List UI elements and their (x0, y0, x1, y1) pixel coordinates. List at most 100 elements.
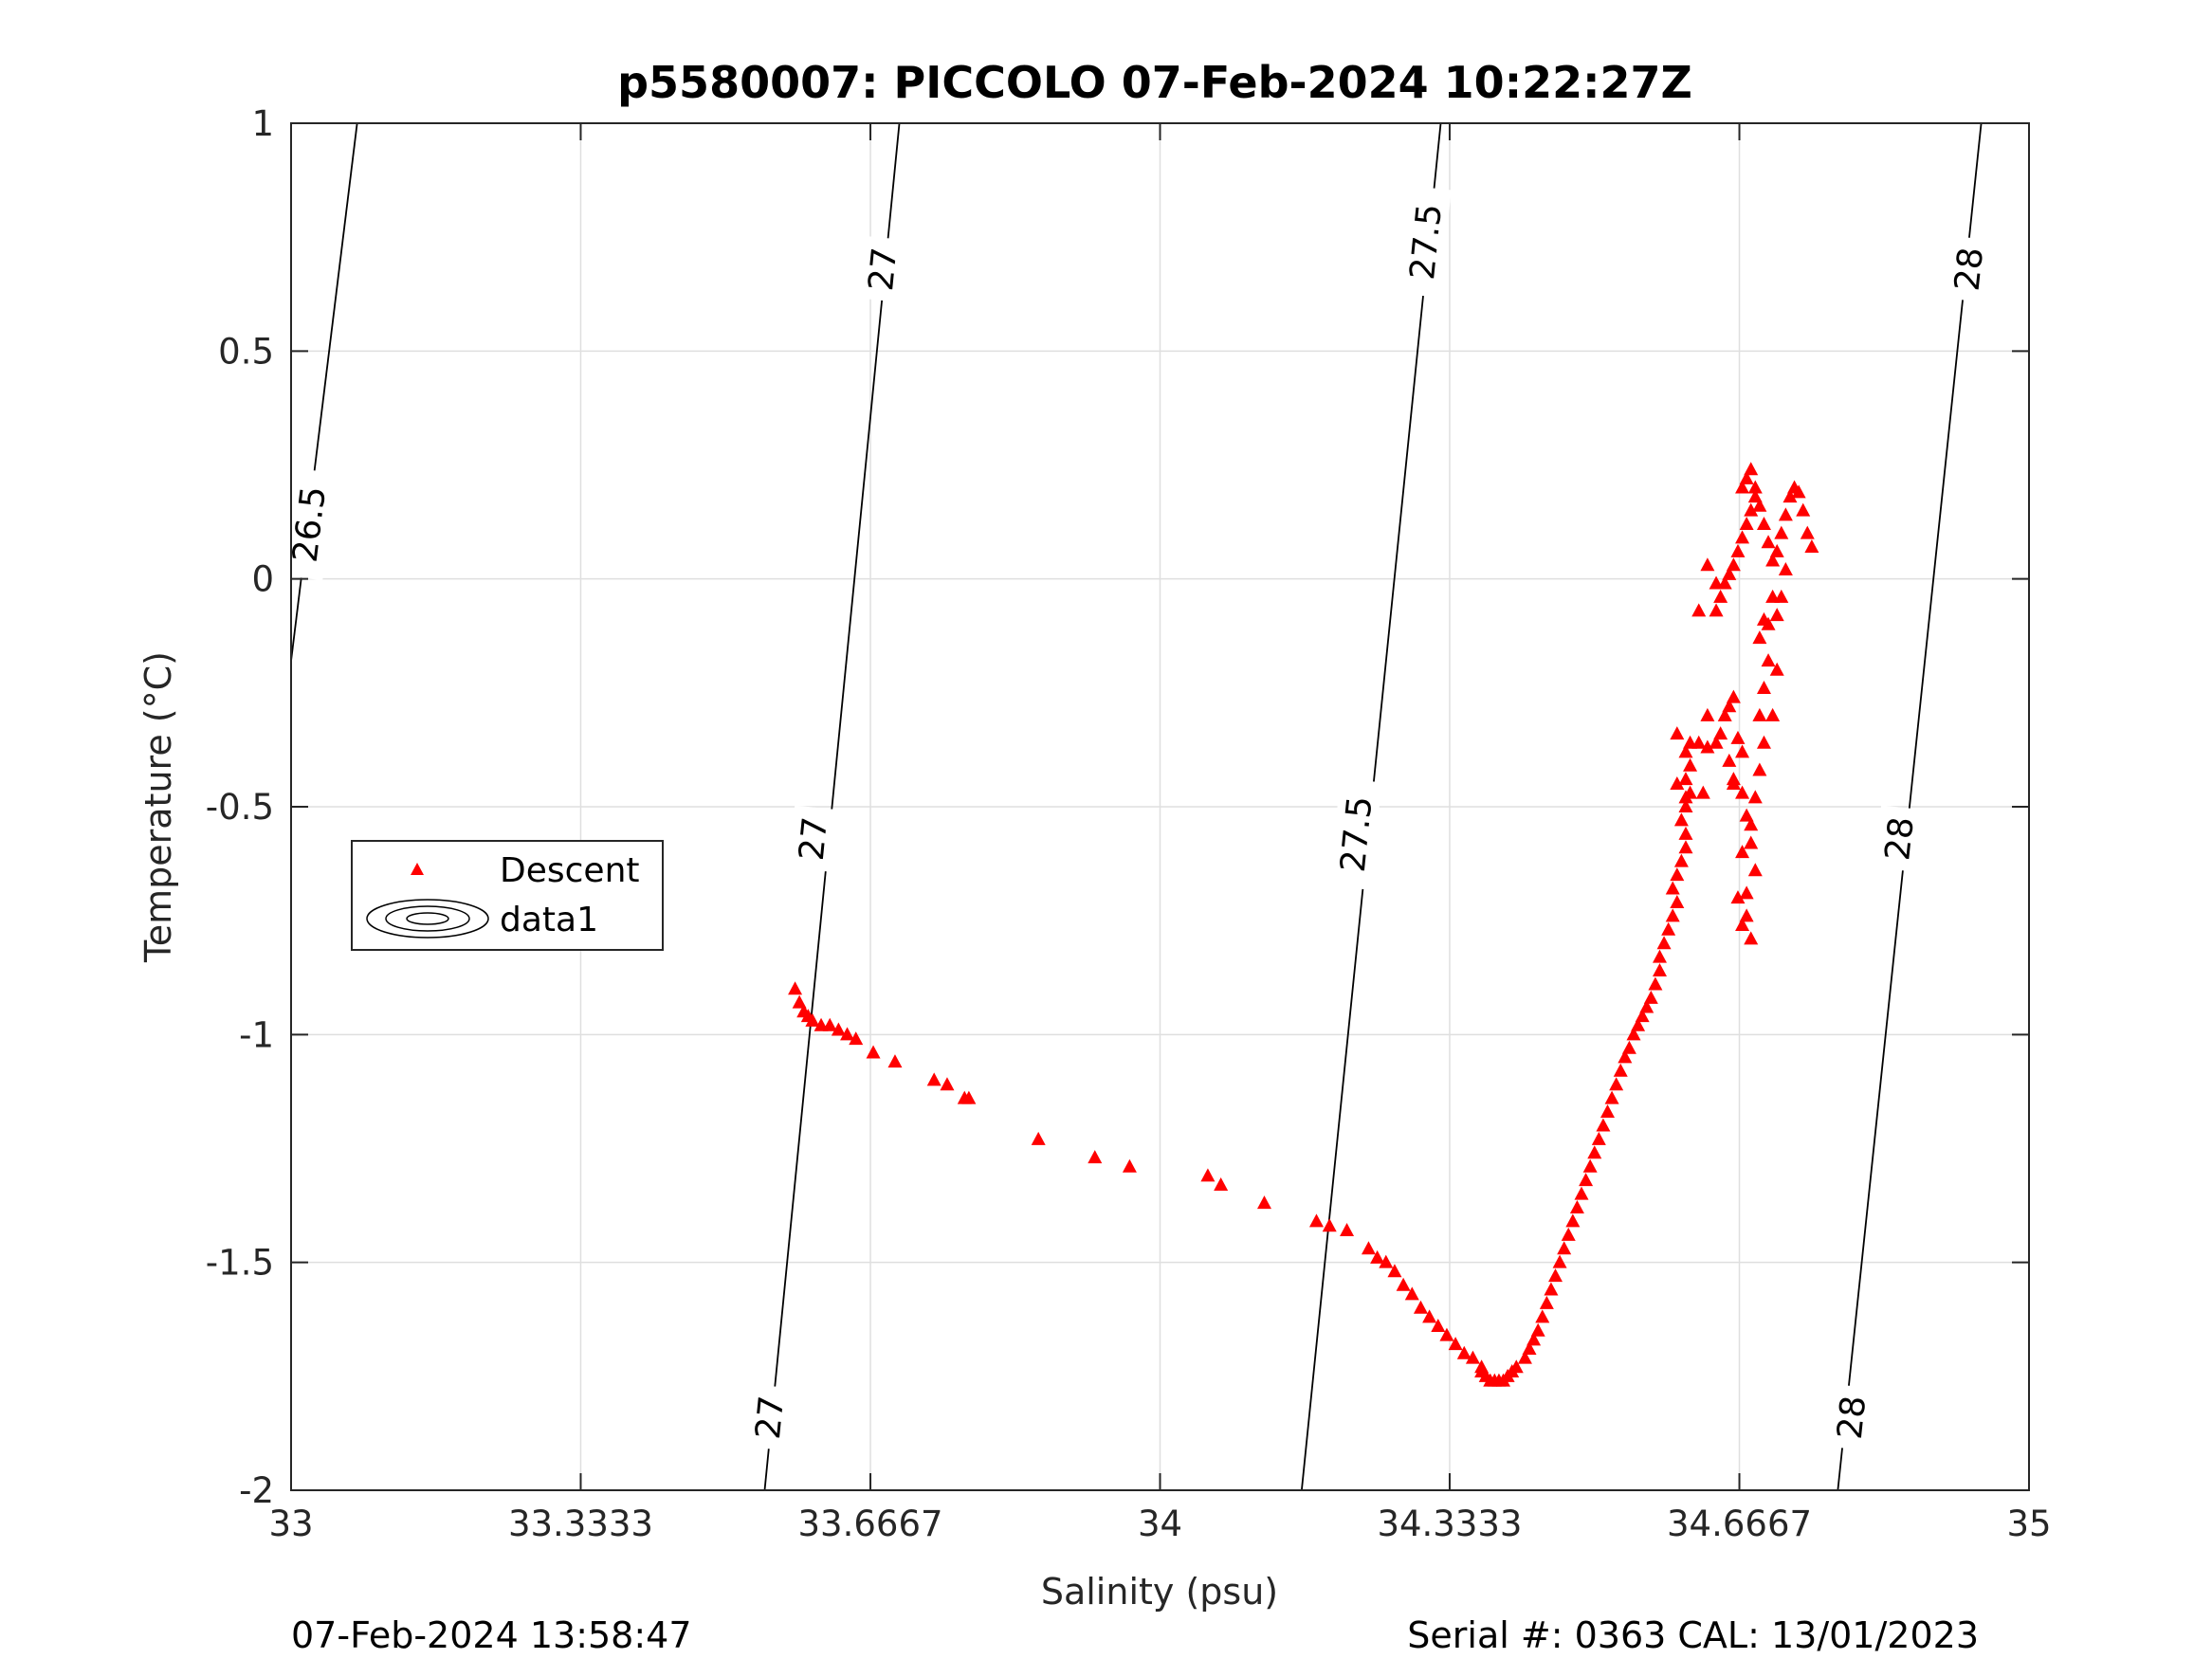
descent-point (1579, 1173, 1594, 1187)
descent-point (1665, 908, 1680, 922)
descent-point (1569, 1199, 1584, 1213)
descent-point (1735, 845, 1750, 859)
descent-point (1673, 812, 1689, 827)
x-tick-label: 33.3333 (508, 1504, 653, 1544)
descent-point (1370, 1249, 1385, 1264)
descent-point (1673, 853, 1689, 867)
descent-point (1756, 735, 1771, 749)
descent-point (1761, 653, 1776, 667)
descent-point (1340, 1223, 1355, 1237)
descent-point (1722, 753, 1737, 767)
descent-point (1439, 1327, 1454, 1341)
descent-point (1557, 1241, 1572, 1255)
descent-point (1747, 790, 1763, 804)
contour-label: 27 (862, 246, 905, 293)
descent-point (1031, 1131, 1046, 1145)
descent-point (1747, 480, 1763, 494)
descent-point (1322, 1218, 1337, 1232)
y-axis-label: Temperature (°C) (137, 651, 179, 963)
contour-label: 26.5 (286, 484, 334, 565)
descent-point (1747, 489, 1763, 503)
y-tick-label: -1 (239, 1014, 274, 1055)
descent-point (849, 1031, 864, 1046)
descent-point (1587, 1145, 1602, 1159)
descent-point (1752, 498, 1767, 512)
descent-point (1635, 1009, 1650, 1023)
descent-point (1088, 1150, 1103, 1164)
descent-point (1200, 1168, 1216, 1182)
x-tick-label: 33 (268, 1504, 313, 1544)
y-tick-label: -2 (239, 1470, 274, 1511)
x-axis-label: Salinity (psu) (1041, 1571, 1278, 1613)
descent-point (1752, 630, 1767, 645)
descent-point (1413, 1300, 1428, 1314)
legend: Descent data1 (351, 840, 664, 951)
descent-point (1744, 462, 1759, 476)
descent-point (1404, 1286, 1419, 1301)
descent-point (1670, 867, 1685, 882)
descent-point (1739, 516, 1754, 530)
descent-point (1648, 976, 1663, 991)
descent-point (1739, 885, 1754, 900)
descent-point (1256, 1195, 1271, 1210)
descent-point (822, 1017, 837, 1031)
descent-point (1621, 1040, 1636, 1054)
descent-point (1744, 817, 1759, 831)
descent-point (1726, 775, 1741, 790)
descent-point (1548, 1268, 1563, 1283)
descent-point (1804, 539, 1819, 554)
descent-point (1670, 726, 1685, 740)
descent-point (1744, 835, 1759, 849)
contour-labels: 26.5 27 27 27 27.5 27.5 28 28 28 (281, 186, 1993, 1451)
descent-point (887, 1054, 903, 1068)
descent-point (1522, 1340, 1537, 1355)
descent-point (1726, 689, 1741, 703)
descent-point (1582, 1158, 1598, 1173)
y-tick-label: 0 (251, 559, 274, 600)
isopycnal-line (763, 122, 901, 1491)
descent-point (1735, 917, 1750, 931)
descent-point (1765, 553, 1781, 567)
descent-point (1596, 1118, 1611, 1132)
contour-label: 28 (1831, 1394, 1874, 1441)
descent-point (1730, 890, 1746, 904)
descent-point (1609, 1077, 1624, 1091)
descent-point (1683, 757, 1698, 772)
descent-point (1722, 699, 1737, 713)
descent-point (940, 1077, 955, 1091)
contour-label-gap (1874, 805, 1923, 872)
x-tick-label: 35 (2006, 1504, 2051, 1544)
descent-point (1700, 557, 1715, 572)
descent-point (1735, 480, 1750, 494)
descent-point (1379, 1254, 1394, 1268)
descent-point (1747, 863, 1763, 877)
descent-point (866, 1045, 881, 1059)
isopycnal-line (1837, 122, 1983, 1491)
contour-label-gap (858, 235, 906, 302)
descent-point (788, 981, 803, 995)
descent-point (1756, 516, 1771, 530)
descent-point (1678, 799, 1693, 812)
descent-point (1670, 894, 1685, 908)
descent-point (1661, 921, 1676, 936)
descent-point (792, 994, 807, 1009)
descent-point (1652, 963, 1667, 977)
descent-point (1670, 775, 1685, 790)
y-tick-label: -0.5 (206, 787, 274, 828)
descent-point (1778, 507, 1793, 521)
contour-label-gap (1398, 186, 1452, 298)
legend-triangle-marker (411, 863, 424, 875)
descent-point (1756, 681, 1771, 695)
descent-point (1214, 1176, 1229, 1191)
descent-point (1691, 735, 1707, 749)
descent-point (1618, 1049, 1633, 1064)
descent-point (926, 1072, 941, 1086)
descent-point (1652, 949, 1667, 963)
descent-point (1769, 543, 1784, 557)
descent-point (1639, 999, 1654, 1013)
descent-point (1613, 1063, 1628, 1077)
descent-point (1695, 785, 1710, 799)
descent-point (1774, 525, 1789, 539)
descent-point (1643, 990, 1658, 1004)
